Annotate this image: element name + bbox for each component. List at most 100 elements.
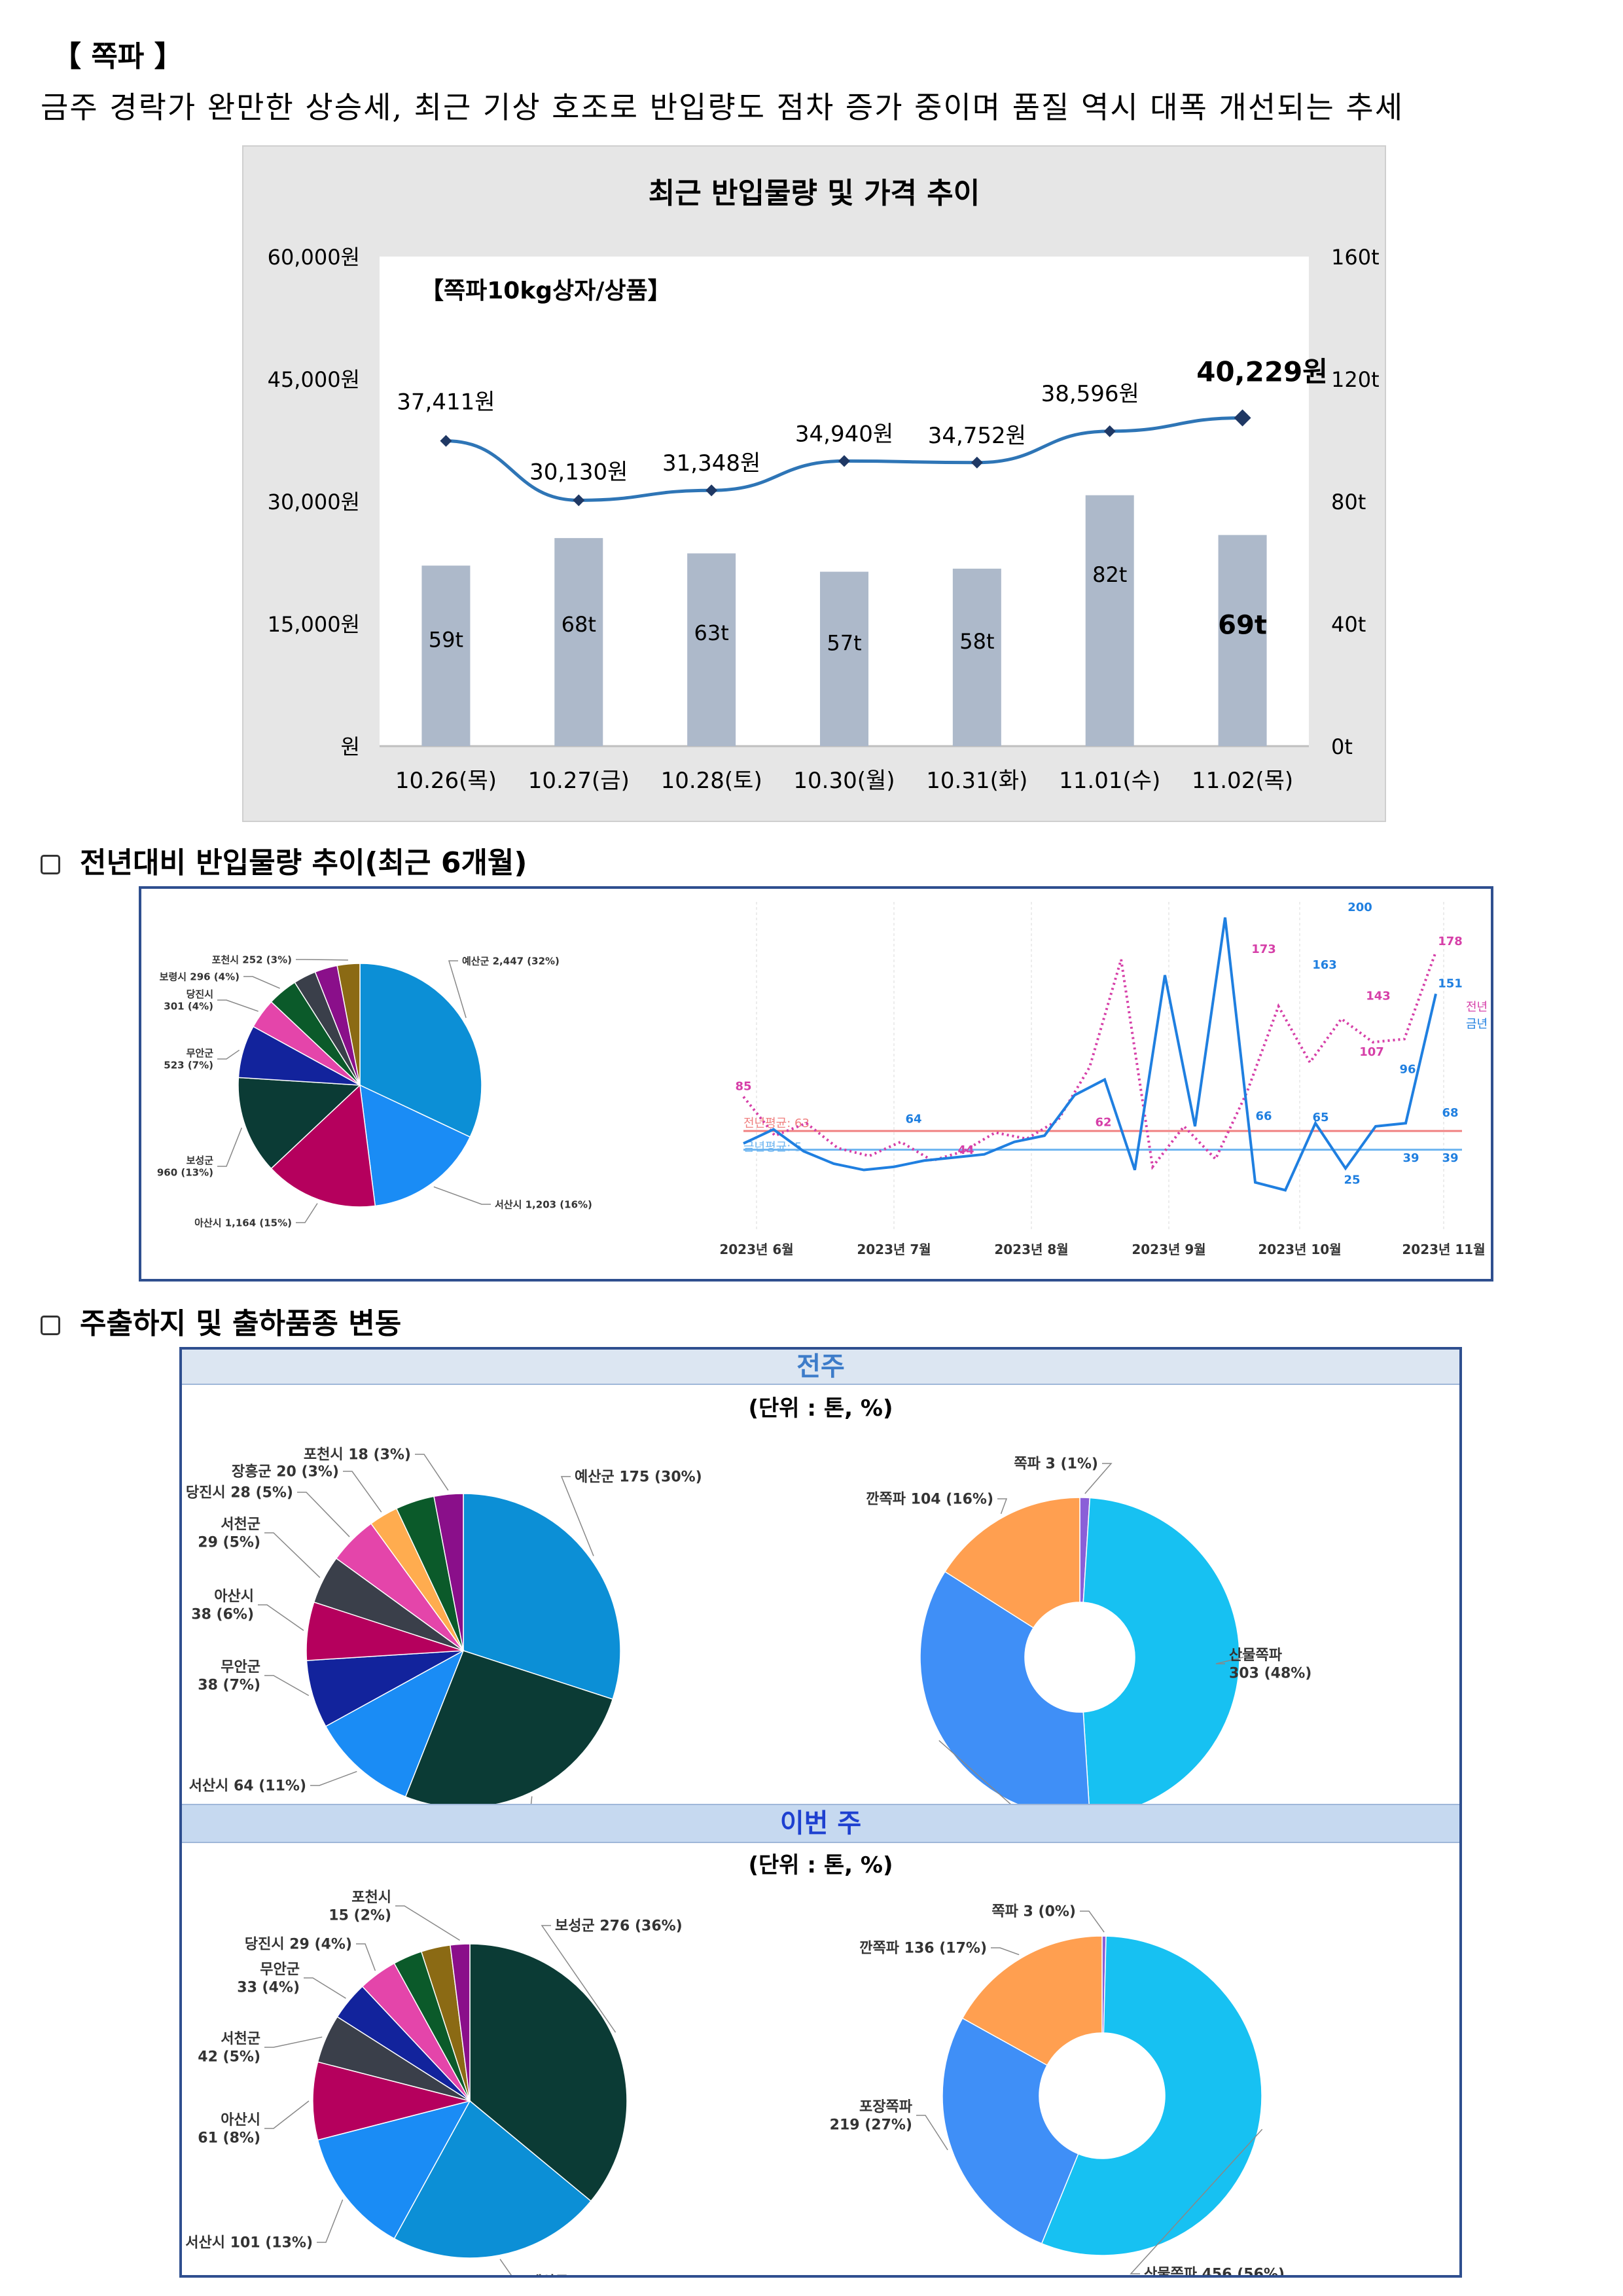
- leader-line: [499, 2259, 512, 2275]
- x-axis-tick: 10.26(목): [395, 768, 497, 794]
- pie-slice: [463, 1493, 621, 1700]
- volume-bar-label: 63t: [694, 620, 729, 645]
- data-label: 200: [1347, 901, 1372, 914]
- left-axis-tick: 원: [341, 734, 360, 759]
- right-axis-tick: 160t: [1331, 245, 1380, 270]
- pie-slice-label: 15 (2%): [329, 1907, 391, 1924]
- pie-slice-label: 523 (7%): [164, 1060, 213, 1071]
- yoy-volume-frame: 예산군 2,447 (32%) 서산시 1,203 (16%) 아산시 1,164 …: [139, 886, 1493, 1282]
- x-axis-tick: 10.28(토): [661, 768, 762, 794]
- prev-week-origin-pie: 예산군 175 (30%)보성군 154 (26%)서산시 64 (11%)무안…: [186, 1447, 702, 1834]
- pie-slice-label: 보성군: [187, 1155, 214, 1166]
- data-label: 143: [1366, 990, 1391, 1003]
- pie-slice: [270, 1084, 376, 1208]
- pie-slice-label: 장흥군 20 (3%): [232, 1464, 339, 1480]
- origin-share-pie-chart: 예산군 2,447 (32%) 서산시 1,203 (16%) 아산시 1,164 …: [157, 954, 592, 1229]
- pie-slice-label: 아산시 1,164 (15%): [194, 1217, 292, 1229]
- market-summary: 금주 경락가 완만한 상승세, 최근 기상 호조로 반입량도 점차 증가 중이며…: [41, 90, 1404, 125]
- volume-bar-label: 58t: [959, 629, 994, 654]
- pie-slice-label: 서천군: [221, 2031, 260, 2047]
- data-label: 39: [1402, 1151, 1419, 1165]
- leader-line: [258, 1604, 304, 1631]
- leader-line: [541, 1925, 616, 2033]
- left-axis-tick: 15,000원: [268, 612, 360, 637]
- leader-line: [1215, 1657, 1244, 1664]
- price-point-label: 40,229원: [1196, 355, 1328, 387]
- pie-slice: [336, 963, 361, 1086]
- pie-slice: [942, 2017, 1079, 2244]
- pie-slice: [469, 1943, 628, 2202]
- data-label: 39: [1442, 1151, 1458, 1165]
- x-axis-tick: 2023년 8월: [994, 1242, 1068, 1257]
- left-axis-tick: 30,000원: [268, 490, 360, 514]
- reference-line-label: 전년평균: 63: [743, 1117, 810, 1130]
- price-point: [838, 455, 850, 467]
- data-label: 62: [1095, 1115, 1111, 1129]
- pie-slice-label: 산물쪽파 456 (56%): [1144, 2267, 1285, 2275]
- data-label: 68: [1442, 1106, 1458, 1120]
- leader-line: [297, 1492, 350, 1537]
- pie-slice: [359, 963, 482, 1138]
- this-week-band: 이번 주: [182, 1804, 1459, 1843]
- data-label: 25: [1344, 1173, 1360, 1187]
- chart-subtitle: 【쪽파10kg상자/상품】: [420, 278, 671, 304]
- price-point: [573, 494, 585, 507]
- data-label: 44: [957, 1143, 974, 1157]
- x-axis-tick: 2023년 6월: [719, 1242, 793, 1257]
- pie-slice-label: 쪽파 3 (0%): [991, 1904, 1076, 1920]
- price-point-label: 31,348원: [662, 450, 760, 476]
- section-origin-title: 주출하지 및 출하품종 변동: [80, 1307, 402, 1340]
- data-label: 173: [1251, 942, 1276, 956]
- pie-slice-label: 303 (48%): [1229, 1665, 1311, 1681]
- pie-slice-label: 33 (4%): [237, 1979, 300, 1996]
- series-line-this-year: [743, 917, 1437, 1192]
- data-label: 163: [1312, 958, 1337, 972]
- pie-slice-label: 포장쪽파: [859, 2099, 913, 2115]
- pie-slice-label: 보성군 276 (36%): [555, 1918, 683, 1935]
- data-label: 65: [1312, 1111, 1329, 1124]
- pie-slice: [433, 1493, 464, 1651]
- page-title: 【 쪽파 】: [52, 40, 183, 73]
- right-axis-tick: 120t: [1331, 367, 1380, 392]
- pie-slice: [325, 1649, 465, 1798]
- volume-bar: [1085, 495, 1134, 746]
- pie-slice-label: 서산시 64 (11%): [189, 1778, 306, 1795]
- leader-line: [997, 1498, 1008, 1515]
- leader-line: [991, 1947, 1020, 1956]
- x-axis-tick: 2023년 10월: [1258, 1242, 1341, 1257]
- left-axis-tick: 60,000원: [268, 245, 360, 270]
- right-axis-tick: 0t: [1331, 734, 1353, 759]
- leader-line: [1080, 1910, 1105, 1933]
- volume-bar-label: 59t: [429, 627, 463, 652]
- pie-slice: [450, 1943, 471, 2102]
- pie-slice-label: 예산군 175 (30%): [575, 1469, 702, 1486]
- pie-slice-label: 무안군: [187, 1047, 214, 1059]
- pie-slice-label: 아산시: [214, 1588, 254, 1605]
- reference-line-label: 금년평균: 5: [743, 1141, 802, 1155]
- volume-bar: [820, 571, 868, 746]
- series-line-prev-year: [742, 951, 1437, 1170]
- checkbox-icon: [41, 1316, 60, 1335]
- leader-line: [296, 1203, 318, 1223]
- x-axis-tick: 2023년 7월: [857, 1242, 931, 1257]
- pie-slice-label: 보령시 296 (4%): [160, 971, 240, 982]
- this-week-unit: (단위 : 톤, %): [748, 1852, 893, 1878]
- right-axis-tick: 80t: [1331, 490, 1366, 514]
- leader-line: [560, 1476, 594, 1556]
- legend-entry: 금년: [1466, 1018, 1488, 1031]
- pie-slice-label: 서산시 1,203 (16%): [495, 1198, 592, 1210]
- leader-line: [243, 976, 280, 989]
- data-label: 178: [1438, 935, 1463, 948]
- price-point-label: 34,940원: [795, 421, 893, 447]
- price-point-label: 37,411원: [397, 389, 495, 416]
- pie-slice-label: 예산군 2,447 (32%): [462, 955, 560, 967]
- pie-slice-label: 38 (7%): [198, 1677, 260, 1693]
- right-axis-tick: 40t: [1331, 612, 1366, 637]
- price-volume-chart-panel: 최근 반입물량 및 가격 추이 【쪽파10kg상자/상품】 60,000원 45,00…: [242, 145, 1386, 822]
- volume-bar: [952, 568, 1001, 746]
- pie-slice-label: 당진시: [187, 988, 213, 1000]
- data-label: 66: [1255, 1109, 1272, 1123]
- pie-slice-label: 서산시 101 (13%): [185, 2235, 313, 2251]
- pie-slice-label: 당진시 28 (5%): [186, 1485, 293, 1501]
- pie-slice-label: 포천시 252 (3%): [212, 954, 292, 965]
